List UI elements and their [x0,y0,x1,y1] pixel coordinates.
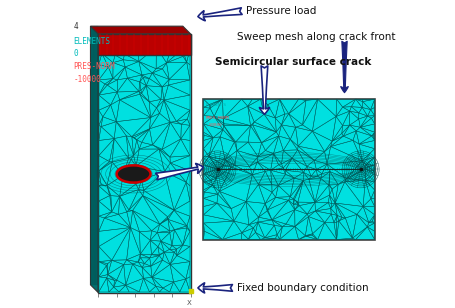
Text: PRES-NORM: PRES-NORM [206,116,230,120]
Text: X: X [187,300,192,306]
Text: Semicircular surface crack: Semicircular surface crack [215,57,372,67]
Text: ELEMENTS: ELEMENTS [206,103,227,107]
Polygon shape [91,26,98,293]
Text: Pressure load: Pressure load [246,6,316,16]
Text: 0: 0 [206,109,208,113]
Text: -10000: -10000 [206,123,222,127]
Bar [98,34,191,55]
Text: -10000: -10000 [74,75,101,84]
Bar [98,34,191,293]
Text: Fixed boundary condition: Fixed boundary condition [237,283,369,293]
Text: 4: 4 [74,22,78,30]
Text: ELEMENTS: ELEMENTS [74,37,111,46]
Ellipse shape [116,165,151,183]
Polygon shape [91,26,191,34]
Text: PRES-NORM: PRES-NORM [74,62,115,71]
Bar [203,99,375,240]
Text: Sweep mesh along crack front: Sweep mesh along crack front [237,32,395,42]
Text: 0: 0 [74,49,78,58]
